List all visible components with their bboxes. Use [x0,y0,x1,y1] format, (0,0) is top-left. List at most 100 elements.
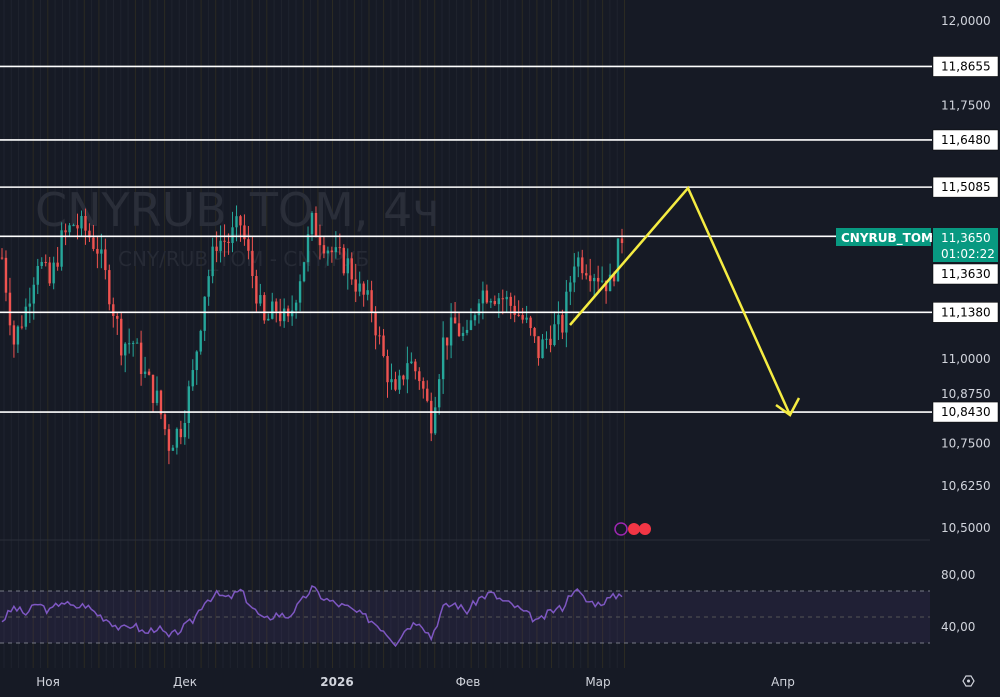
candle-body [612,274,616,282]
candle-body [259,295,262,304]
candle-body [505,296,508,300]
candle-body [80,215,83,229]
candle-body [350,258,353,280]
lightning-icon[interactable] [614,522,628,536]
candle-body [382,335,385,357]
candle-body [131,342,135,344]
candle-body [183,422,187,438]
price-axis[interactable]: 12,0000 11,7500 11,0000 10,8750 10,7500 10,62… [941,14,991,535]
candle-body [195,351,198,371]
candle-body [477,303,481,316]
settings-icon[interactable] [962,675,975,687]
candle-body [394,379,397,390]
candle-body [533,328,536,337]
price-tick: 10,6250 [941,479,991,493]
candle-body [231,227,234,243]
candle-body [330,250,334,253]
candle-body [16,326,20,345]
horizontal-levels[interactable]: 11,8655 11,6480 11,5085 11,3630 11,1380 10,84… [0,56,999,423]
event-icons[interactable] [614,522,651,536]
candle-body [457,323,461,336]
event-dot-icon[interactable] [628,523,640,535]
candle-body [374,312,377,336]
symbol-tag [836,228,931,246]
candle-body [493,301,497,305]
candle-body [398,375,401,390]
candle-body [36,266,39,285]
candle-body [227,241,230,243]
candle-body [541,339,544,359]
candle-body [44,261,47,263]
current-price: 11,3650 [941,231,991,245]
candle-body [52,262,55,284]
level-value: 11,6480 [941,133,991,147]
candle-body [215,246,218,251]
candle-body [596,277,600,282]
candle-body [537,336,540,359]
candle-body [441,337,445,380]
candle-body [68,225,71,233]
candle-body [414,361,417,372]
candle-body [56,262,59,267]
candle-body [402,375,405,380]
level-label [932,263,999,285]
candle-body [8,292,12,326]
candle-body [358,283,361,292]
level-value: 11,3630 [941,267,991,281]
candle-body [76,225,79,229]
level-label [932,401,999,423]
candle-body [581,257,584,274]
rsi-axis[interactable]: 80,00 40,00 [941,568,975,634]
candle-body [239,216,242,226]
candle-body [354,279,357,292]
candle-body [143,371,147,374]
candle-body [342,247,345,274]
candle-body [271,301,274,319]
candle-body [410,361,413,364]
candle-body [151,374,155,403]
candle-body [251,250,254,277]
candle-body [406,363,409,380]
candle-body [124,343,127,356]
candle-body [60,230,63,267]
candles [0,205,624,465]
candle-body [430,400,433,434]
projection-arrow[interactable] [569,185,792,416]
candle-body [521,315,524,320]
candle-body [175,428,179,448]
candle-body [461,332,465,336]
candle-body [0,257,4,259]
time-axis[interactable]: Ноя Дек 2026 Фев Мар Апр [36,675,795,689]
candle-body [553,324,556,346]
candle-body [449,317,453,346]
candle-body [191,370,194,387]
candle-body [203,296,206,331]
event-dot-icon[interactable] [639,523,651,535]
candle-body [513,305,516,315]
candle-body [155,390,159,403]
candle-body [577,257,580,267]
candle-body [370,290,373,313]
level-value: 11,8655 [941,59,991,73]
candle-body [72,225,75,227]
candle-body [4,257,8,293]
price-tick: 11,0000 [941,352,991,366]
candle-body [120,318,123,356]
candle-body [497,298,500,305]
candle-body [187,386,190,423]
candle-body [390,379,393,383]
rsi-pane [0,584,930,648]
session-stripes [3,0,625,668]
price-tick: 10,7500 [941,437,991,451]
candle-body [12,325,16,345]
candle-body [48,262,51,284]
price-tick: 10,8750 [941,387,991,401]
candle-body [418,371,421,382]
candle-body [529,317,532,329]
symbol-tag-text: CNYRUB_TOM [841,231,933,246]
price-tick: 10,5000 [941,521,991,535]
candle-body [517,314,520,316]
time-tick: Ноя [36,675,60,689]
candle-body [108,270,111,305]
